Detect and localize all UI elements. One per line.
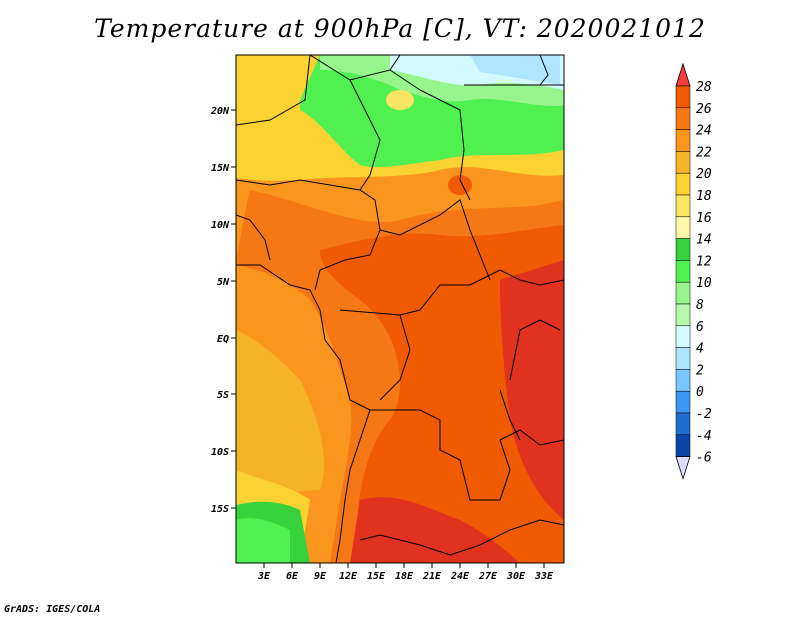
colorbar-label: 4: [696, 342, 704, 357]
map-frame: [235, 54, 565, 564]
colorbar-label: 14: [696, 233, 712, 248]
lon-axis: 3E 6E 9E 12E 15E 18E 21E 24E 27E 30E 33E: [257, 563, 554, 582]
lon-tick-label: 9E: [314, 571, 327, 582]
colorbar-swatch: [675, 260, 691, 283]
lon-tick-label: 24E: [450, 571, 470, 582]
lon-tick-label: 33E: [534, 571, 554, 582]
lat-tick-label: 10S: [211, 447, 229, 458]
temperature-field: [236, 55, 564, 563]
colorbar-label: 10: [696, 276, 712, 291]
chart-title: Temperature at 900hPa [C], VT: 202002101…: [94, 14, 706, 43]
colorbar-label: 0: [696, 385, 704, 400]
colorbar-bottom-arrow: [675, 456, 691, 480]
colorbar-swatch: [675, 412, 691, 436]
lon-tick-label: 15E: [367, 571, 386, 582]
colorbar-swatch: [675, 347, 691, 370]
lat-tick-label: 15N: [211, 163, 230, 174]
colorbar-swatch: [675, 151, 691, 174]
colorbar-label: 26: [696, 102, 712, 117]
lat-tick-label: 15S: [211, 504, 229, 515]
colorbar-label: 8: [696, 298, 704, 313]
colorbar-swatch: [675, 281, 691, 305]
lon-tick-label: 3E: [257, 571, 271, 582]
colorbar-label: -6: [696, 451, 712, 466]
lon-tick-label: 18E: [395, 571, 414, 582]
colorbar-label: 16: [696, 211, 712, 226]
colorbar-top-arrow: [675, 62, 691, 87]
lat-tick-label: 5S: [217, 390, 229, 401]
colorbar-label: 6: [696, 320, 704, 335]
colorbar-swatch: [675, 194, 691, 218]
lat-tick-label: EQ: [217, 334, 229, 345]
colorbar-label: 12: [696, 254, 712, 269]
country-borders: [236, 55, 564, 563]
lon-tick-label: 12E: [339, 571, 358, 582]
lon-tick-label: 21E: [422, 571, 442, 582]
lon-tick-label: 27E: [478, 571, 498, 582]
colorbar-label: 2: [696, 363, 704, 378]
colorbar-label: 20: [696, 167, 712, 182]
colorbar-label: -2: [696, 407, 712, 422]
colorbar-swatch: [675, 369, 691, 392]
colorbar-swatch: [675, 303, 691, 327]
colorbar-label: 18: [696, 189, 712, 204]
lat-tick-label: 10N: [211, 220, 230, 231]
colorbar-label: 22: [696, 145, 712, 160]
lat-tick-label: 20N: [210, 106, 230, 117]
lat-tick-label: 5N: [217, 277, 230, 288]
colorbar-swatch: [675, 238, 691, 261]
lat-axis: 20N 15N 10N 5N EQ 5S 10S 15S: [210, 106, 236, 515]
colorbar-label: 28: [696, 80, 712, 95]
lon-tick-label: 6E: [286, 571, 299, 582]
colorbar-swatch: [675, 325, 691, 348]
colorbar-swatch: [675, 172, 691, 196]
colorbar-label: 24: [696, 124, 712, 139]
colorbar-swatch: [675, 85, 691, 109]
colorbar-swatch: [675, 390, 691, 414]
colorbar-swatch: [675, 129, 691, 152]
colorbar-swatch: [675, 216, 691, 239]
colorbar-swatch: [675, 107, 691, 130]
colorbar-label: -4: [696, 429, 712, 444]
lon-tick-label: 30E: [506, 571, 526, 582]
footer-credit: GrADS: IGES/COLA: [4, 604, 101, 615]
colorbar-swatch: [675, 434, 691, 457]
